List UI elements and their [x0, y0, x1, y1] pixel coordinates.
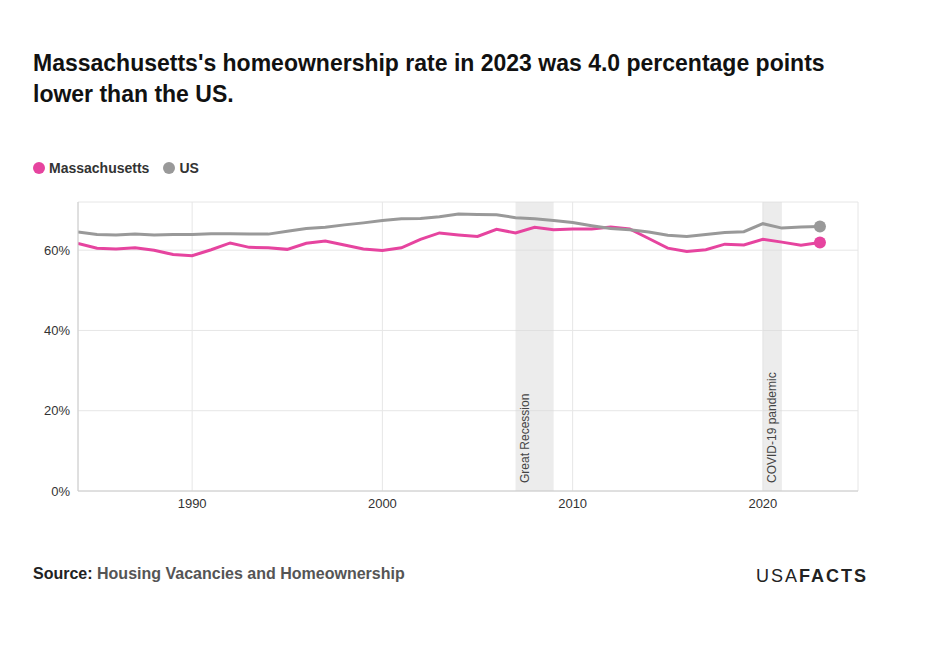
html-text:Massachusetts: Massachusetts — [49, 160, 150, 176]
html-text:Massachusetts's homeownership: Massachusetts's homeownership rate in 20… — [33, 50, 825, 107]
svg-text:2010: 2010 — [558, 496, 587, 511]
svg-text:0%: 0% — [51, 484, 70, 499]
html-text:Source: Housing Vacancies and: Source: Housing Vacancies and Homeowners… — [33, 565, 405, 582]
svg-text:Great Recession: Great Recession — [518, 394, 532, 483]
svg-text:20%: 20% — [44, 403, 70, 418]
html-text:US: US — [179, 160, 199, 176]
svg-text:2000: 2000 — [368, 496, 397, 511]
svg-text:60%: 60% — [44, 243, 70, 258]
svg-text:1990: 1990 — [178, 496, 207, 511]
svg-text:40%: 40% — [44, 323, 70, 338]
svg-text:2020: 2020 — [748, 496, 777, 511]
html-text:USA FACTS: USA FACTS — [756, 566, 868, 586]
svg-text:COVID-19 pandemic: COVID-19 pandemic — [765, 372, 779, 483]
